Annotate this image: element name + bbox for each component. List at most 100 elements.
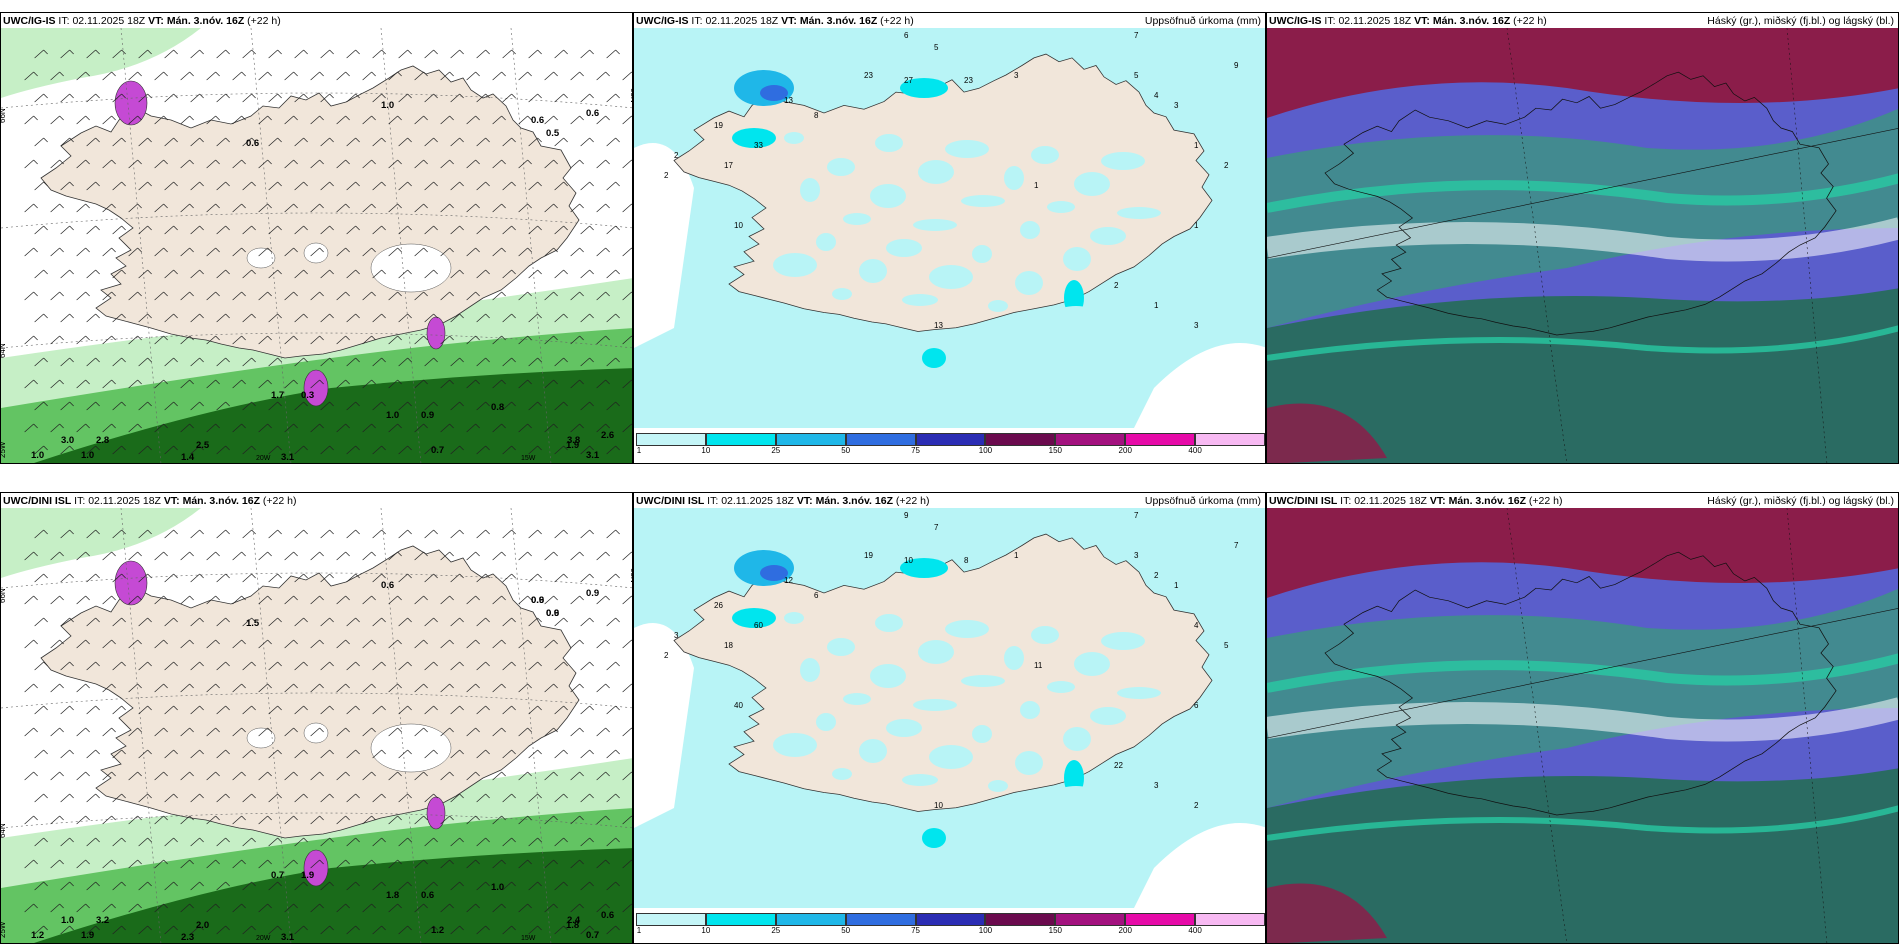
- wind-barb-flag: [59, 683, 64, 689]
- wind-barb-flag: [527, 727, 532, 733]
- wind-barb-flag: [59, 423, 64, 429]
- wind-value-label: 1.7: [271, 390, 284, 401]
- wind-barb: [216, 661, 226, 671]
- precip-patch: [1074, 172, 1110, 196]
- cloud-map-row1: [1267, 28, 1898, 463]
- wind-barb: [554, 269, 564, 279]
- wind-barb: [190, 925, 200, 935]
- wind-barb: [606, 269, 616, 279]
- wind-barb-flag: [121, 93, 126, 99]
- wind-barb: [372, 225, 382, 235]
- precip-patch: [918, 640, 954, 664]
- precip-patch: [886, 239, 922, 257]
- wind-barb-flag: [527, 551, 532, 557]
- wind-barb: [216, 837, 226, 847]
- wind-barb: [50, 683, 60, 693]
- wind-barb-flag: [511, 705, 516, 711]
- wind-barb-flag: [267, 423, 272, 429]
- wind-barb-flag: [199, 357, 204, 363]
- wind-barb-flag: [345, 247, 350, 253]
- wind-barb: [346, 269, 356, 279]
- precip-value-label: 10: [904, 556, 913, 565]
- wind-barb-flag: [95, 925, 100, 931]
- wind-barb-flag: [579, 727, 584, 733]
- wind-barb-flag: [121, 749, 126, 755]
- wind-barb-flag: [615, 573, 620, 579]
- wind-barb-flag: [33, 903, 38, 909]
- wind-barb-flag: [121, 529, 126, 535]
- wind-barb: [154, 683, 164, 693]
- wind-barb: [502, 617, 512, 627]
- wind-barb: [388, 727, 398, 737]
- legend-swatch: [985, 913, 1056, 926]
- wind-barb: [388, 683, 398, 693]
- wind-barb: [398, 445, 408, 455]
- wind-barb-flag: [511, 445, 516, 451]
- wind-barb: [570, 379, 580, 389]
- wind-barb: [372, 93, 382, 103]
- wind-barb: [60, 529, 70, 539]
- precip-patch: [1117, 207, 1161, 219]
- wind-barb: [476, 181, 486, 191]
- wind-barb-flag: [251, 225, 256, 231]
- wind-barb: [554, 529, 564, 539]
- wind-barb-flag: [267, 639, 272, 645]
- wind-barb: [232, 335, 242, 345]
- wind-barb: [50, 551, 60, 561]
- wind-barb: [388, 903, 398, 913]
- wind-barb: [310, 247, 320, 257]
- wind-barb-flag: [293, 551, 298, 557]
- wind-barb: [388, 639, 398, 649]
- wind-barb-flag: [475, 771, 480, 777]
- wind-barb-flag: [501, 771, 506, 777]
- wind-barb-flag: [69, 881, 74, 887]
- precip-patch: [784, 612, 804, 624]
- wind-barb-flag: [433, 617, 438, 623]
- wind-barb-flag: [137, 727, 142, 733]
- wind-barb: [554, 793, 564, 803]
- wind-barb: [424, 529, 434, 539]
- wind-barb: [86, 49, 96, 59]
- wind-barb-flag: [215, 335, 220, 341]
- high-cloud-area: [1267, 883, 1387, 943]
- wind-barb: [128, 683, 138, 693]
- panel-title: UWC/DINI ISL IT: 02.11.2025 18Z VT: Mán.…: [1269, 495, 1563, 507]
- wind-barb: [544, 159, 554, 169]
- wind-barb: [414, 115, 424, 125]
- wind-barb-flag: [433, 749, 438, 755]
- wind-barb-flag: [85, 815, 90, 821]
- wind-barb-flag: [111, 71, 116, 77]
- wind-barb-flag: [121, 573, 126, 579]
- wind-barb-flag: [553, 423, 558, 429]
- wind-barb-flag: [433, 181, 438, 187]
- wind-barb: [622, 683, 632, 693]
- wind-barb: [424, 793, 434, 803]
- wind-barb: [544, 727, 554, 737]
- wind-barb: [362, 379, 372, 389]
- wind-barb-flag: [319, 771, 324, 777]
- wind-barb-flag: [371, 71, 376, 77]
- wind-barb-flag: [85, 247, 90, 253]
- wind-barb-flag: [251, 529, 256, 535]
- wind-barb-flag: [303, 925, 308, 931]
- wind-barb-flag: [329, 445, 334, 451]
- wind-barb: [232, 903, 242, 913]
- wind-barb-flag: [241, 683, 246, 689]
- wind-value-label: 0.7: [431, 445, 444, 456]
- wind-barb-flag: [537, 749, 542, 755]
- wind-barb: [180, 203, 190, 213]
- wind-barb: [206, 335, 216, 345]
- wind-barb-flag: [267, 727, 272, 733]
- wind-barb: [492, 159, 502, 169]
- wind-value-label: 1.0: [31, 450, 44, 461]
- wind-barb-flag: [173, 617, 178, 623]
- precip-value-label: 8: [964, 556, 969, 565]
- precip-value-label: 4: [1154, 91, 1159, 100]
- wind-barb-flag: [241, 159, 246, 165]
- wind-barb: [502, 269, 512, 279]
- wind-barb: [86, 661, 96, 671]
- wind-barb: [414, 551, 424, 561]
- wind-barb-flag: [241, 247, 246, 253]
- lat-label: 64N: [1, 343, 7, 358]
- wind-barb-flag: [251, 925, 256, 931]
